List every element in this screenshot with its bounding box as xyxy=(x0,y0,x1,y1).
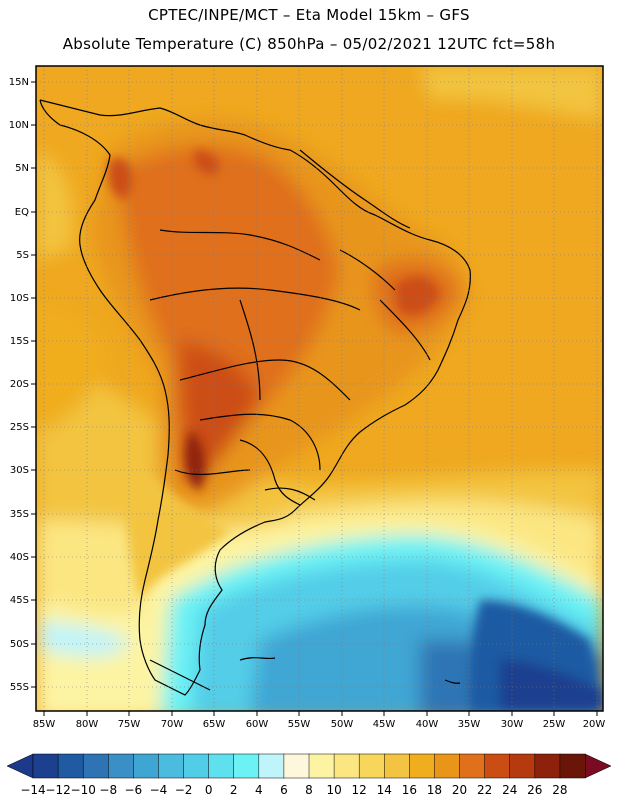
colorbar-label: 14 xyxy=(377,783,392,797)
colorbar-over-arrow xyxy=(584,753,612,779)
colorbar-label: −12 xyxy=(45,783,70,797)
lon-label: 85W xyxy=(33,719,56,730)
temperature-field xyxy=(36,66,603,711)
colorbar-cell xyxy=(258,753,285,779)
lat-label: 30S xyxy=(10,465,29,476)
colorbar-label: −2 xyxy=(175,783,193,797)
colorbar-cell xyxy=(283,753,310,779)
lat-label: 5N xyxy=(15,163,29,174)
axis-ticks xyxy=(31,81,598,716)
lon-label: 50W xyxy=(331,719,354,730)
lon-label: 35W xyxy=(458,719,481,730)
colorbar-label: 0 xyxy=(205,783,213,797)
colorbar-label: 12 xyxy=(352,783,367,797)
colorbar-label: −4 xyxy=(150,783,168,797)
colorbar-cell xyxy=(534,753,561,779)
lat-label: 5S xyxy=(16,250,29,261)
lat-label: 20S xyxy=(10,379,29,390)
lon-label: 75W xyxy=(118,719,141,730)
colorbar-cell xyxy=(183,753,210,779)
lat-label: 45S xyxy=(10,595,29,606)
colorbar-label: 4 xyxy=(255,783,263,797)
colorbar-label: −10 xyxy=(71,783,96,797)
lon-label: 30W xyxy=(501,719,524,730)
colorbar-cell xyxy=(434,753,461,779)
lat-label: 55S xyxy=(10,682,29,693)
colorbar-label: −8 xyxy=(99,783,117,797)
colorbar-label: 28 xyxy=(552,783,567,797)
lon-label: 65W xyxy=(203,719,226,730)
lat-label: 15N xyxy=(9,77,29,88)
colorbar-cell xyxy=(384,753,410,779)
colorbar-cell xyxy=(133,753,159,779)
lon-label: 60W xyxy=(246,719,269,730)
lon-label: 80W xyxy=(76,719,99,730)
graticule xyxy=(36,66,603,711)
colorbar-label: 16 xyxy=(402,783,417,797)
colorbar-cell xyxy=(409,753,435,779)
colorbar-label: −14 xyxy=(20,783,45,797)
coastline xyxy=(39,99,471,696)
map-frame xyxy=(35,65,604,712)
colorbar-cell xyxy=(559,753,586,779)
colorbar-cell xyxy=(82,753,109,779)
colorbar-cell xyxy=(158,753,185,779)
lat-label: 35S xyxy=(10,509,29,520)
lon-label: 45W xyxy=(373,719,396,730)
lon-label: 25W xyxy=(543,719,566,730)
colorbar-cell xyxy=(308,753,335,779)
colorbar-label: −6 xyxy=(125,783,143,797)
lat-label: 25S xyxy=(10,422,29,433)
colorbar-label: 20 xyxy=(452,783,467,797)
lon-label: 55W xyxy=(288,719,311,730)
lat-label: 15S xyxy=(10,336,29,347)
chart-title-line2: Absolute Temperature (C) 850hPa – 05/02/… xyxy=(62,35,556,53)
longitude-labels: 85W 80W 75W 70W 65W 60W 55W 50W 45W 40W … xyxy=(33,719,606,730)
colorbar-cell xyxy=(208,753,235,779)
lat-label: EQ xyxy=(15,207,29,218)
colorbar-label: 8 xyxy=(305,783,313,797)
colorbar-label: 22 xyxy=(477,783,492,797)
colorbar-label: 24 xyxy=(502,783,517,797)
colorbar-label: 10 xyxy=(326,783,341,797)
colorbar: −14 −12 −10 −8 −6 −4 −2 0 2 4 6 8 10 12 14 16 18 20 22 24 26… xyxy=(6,753,612,797)
colorbar-cell xyxy=(32,753,59,779)
lat-label: 10N xyxy=(9,120,29,131)
lon-label: 70W xyxy=(161,719,184,730)
lat-label: 50S xyxy=(10,639,29,650)
lat-label: 40S xyxy=(10,552,29,563)
colorbar-label: 2 xyxy=(230,783,238,797)
colorbar-cell xyxy=(509,753,536,779)
lat-label: 10S xyxy=(10,293,29,304)
colorbar-cell xyxy=(484,753,511,779)
lon-label: 40W xyxy=(416,719,439,730)
colorbar-cell xyxy=(108,753,134,779)
colorbar-label: 18 xyxy=(427,783,442,797)
chart-title-line1: CPTEC/INPE/MCT – Eta Model 15km – GFS xyxy=(148,6,470,24)
colorbar-under-arrow xyxy=(6,753,34,779)
lon-label: 20W xyxy=(583,719,606,730)
colorbar-cell xyxy=(333,753,360,779)
colorbar-cell xyxy=(459,753,486,779)
colorbar-label: 6 xyxy=(280,783,288,797)
colorbar-label: 26 xyxy=(527,783,542,797)
colorbar-cell xyxy=(358,753,385,779)
colorbar-cell xyxy=(233,753,260,779)
colorbar-cell xyxy=(57,753,84,779)
latitude-labels: 15N 10N 5N EQ 5S 10S 15S 20S 25S 30S 35S… xyxy=(9,77,29,693)
